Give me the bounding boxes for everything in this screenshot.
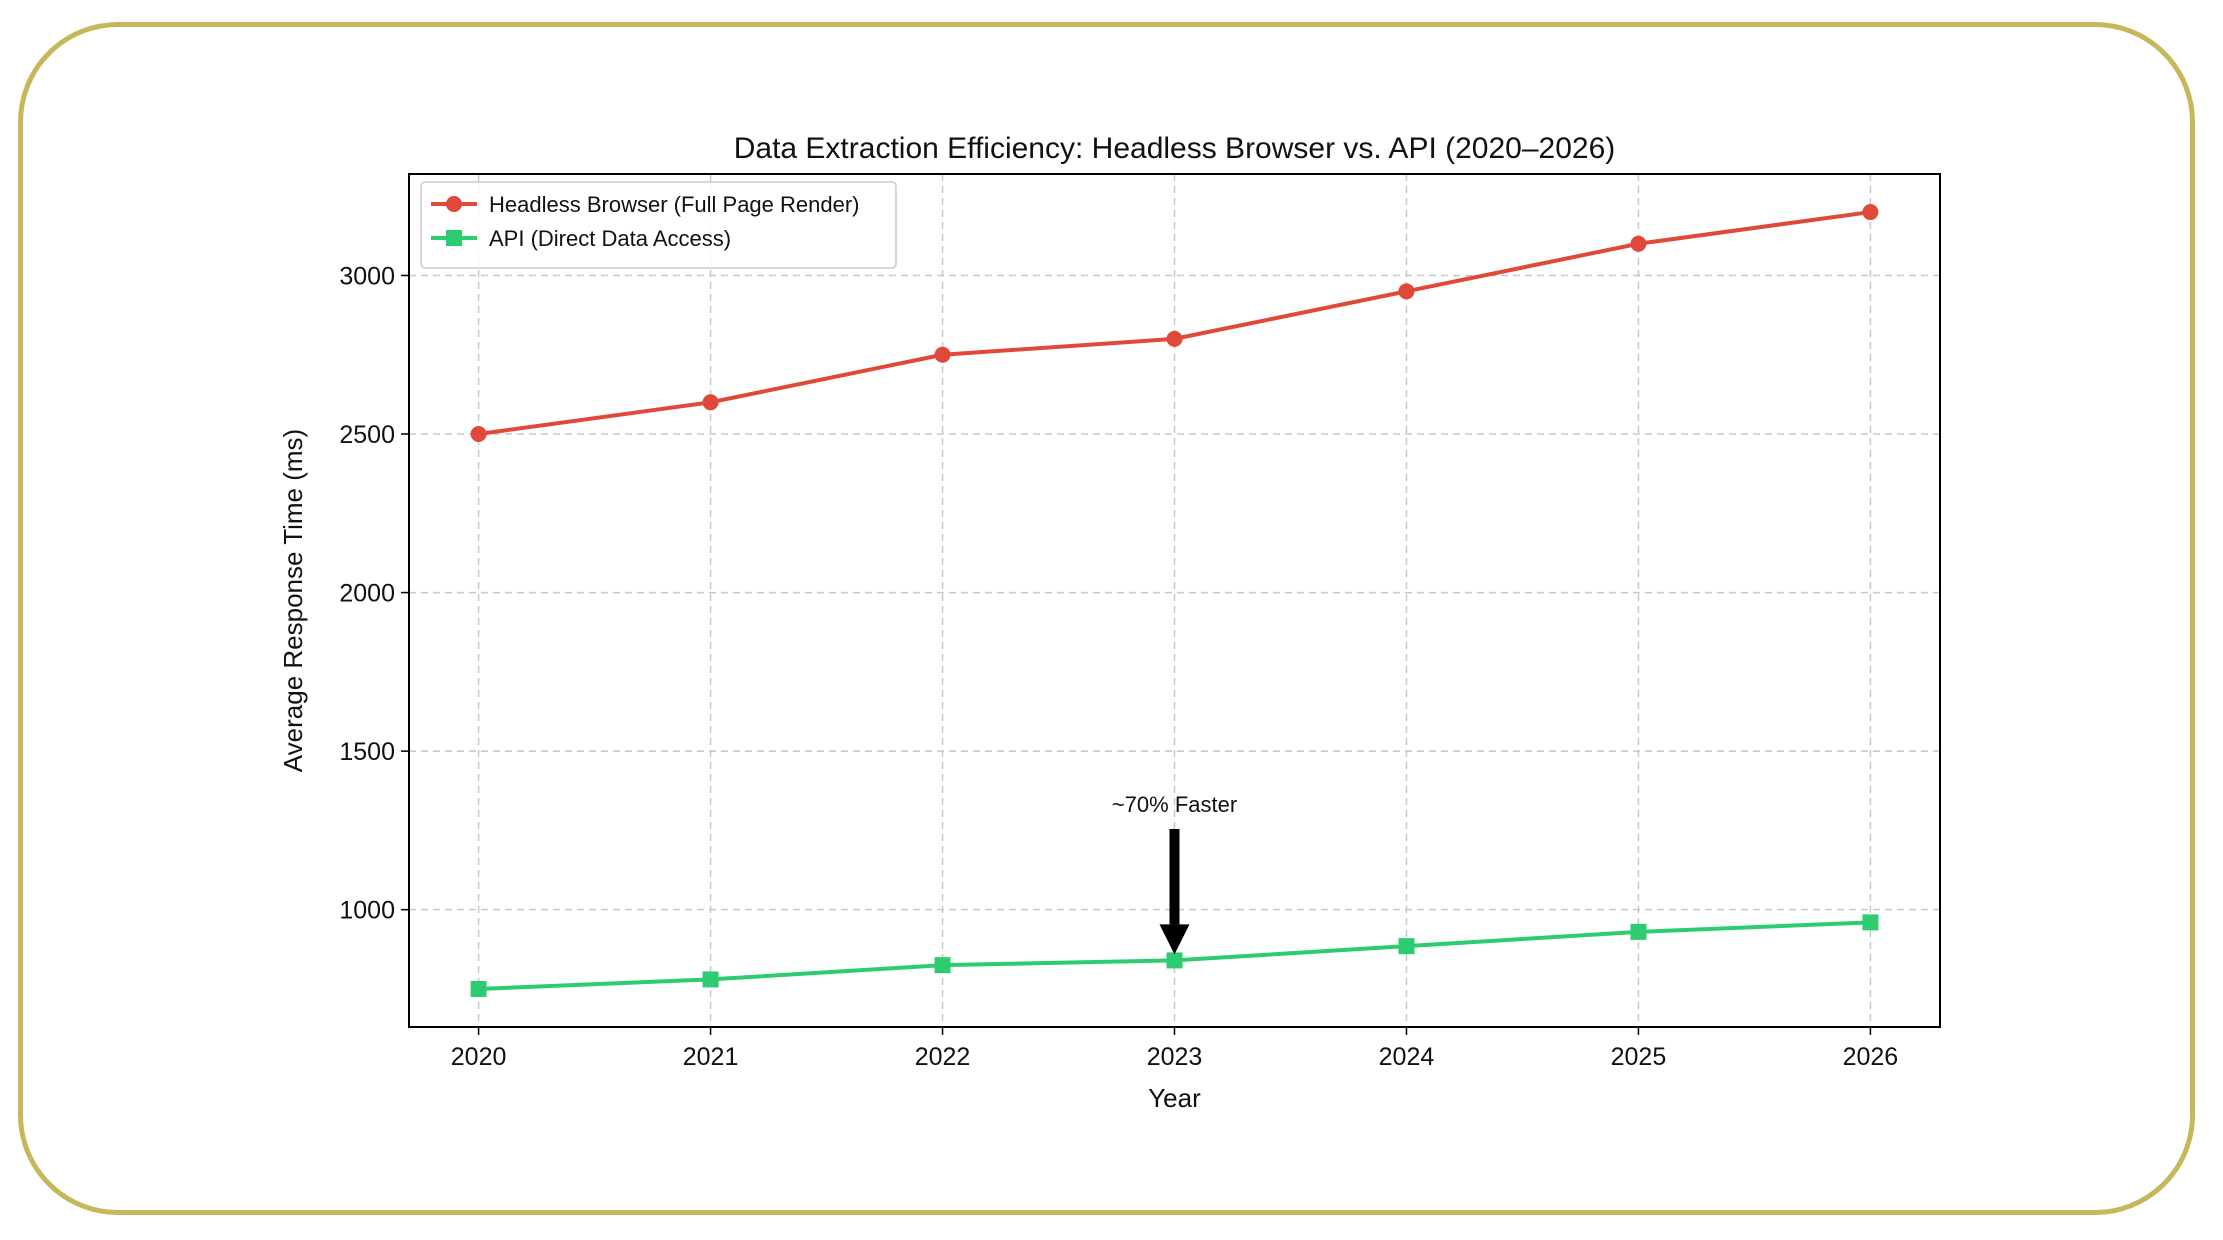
x-tick-label: 2024: [1379, 1043, 1435, 1071]
y-tick-label: 1500: [339, 738, 395, 766]
legend-swatch-marker: [446, 230, 462, 246]
y-axis-label: Average Response Time (ms): [278, 429, 308, 772]
annotation-text: ~70% Faster: [1112, 792, 1237, 817]
data-point-square: [1166, 952, 1183, 969]
annotation-arrow-head: [1159, 924, 1190, 955]
annotation-layer: ~70% Faster: [1112, 792, 1237, 955]
data-point-circle: [1166, 330, 1183, 347]
x-axis-label: Year: [1148, 1083, 1201, 1113]
data-point-circle: [470, 426, 487, 443]
legend-box: [420, 181, 897, 269]
legend: Headless Browser (Full Page Render) API (…: [420, 181, 897, 269]
ticks-layer: 2020 2021 2022 2023 2024 2025 2026 1000 1500 2000…: [339, 262, 1898, 1071]
annotation-arrow-shaft: [1169, 829, 1180, 925]
data-point-square: [1862, 914, 1879, 931]
legend-label: API (Direct Data Access): [489, 226, 731, 251]
data-point-circle: [934, 346, 951, 363]
legend-swatch-marker: [446, 196, 462, 212]
data-point-square: [1398, 938, 1415, 955]
chart-frame: [18, 22, 2195, 1215]
data-point-circle: [1630, 235, 1647, 252]
data-point-circle: [1398, 283, 1415, 300]
y-tick-label: 2000: [339, 580, 395, 608]
data-point-circle: [1862, 204, 1879, 221]
chart-title: Data Extraction Efficiency: Headless Bro…: [734, 132, 1616, 165]
x-tick-label: 2023: [1147, 1043, 1203, 1071]
data-point-square: [1630, 923, 1647, 940]
x-tick-label: 2020: [451, 1043, 507, 1071]
series-layer: [470, 204, 1879, 997]
x-tick-label: 2022: [915, 1043, 971, 1071]
data-point-square: [470, 980, 487, 997]
y-tick-label: 3000: [339, 262, 395, 290]
data-point-circle: [702, 394, 719, 411]
data-point-square: [702, 971, 719, 988]
y-tick-label: 2500: [339, 421, 395, 449]
y-tick-label: 1000: [339, 897, 395, 925]
data-point-square: [934, 957, 951, 974]
grid: [409, 174, 1940, 1027]
x-tick-label: 2021: [683, 1043, 739, 1071]
legend-label: Headless Browser (Full Page Render): [489, 192, 860, 217]
x-tick-label: 2026: [1843, 1043, 1899, 1071]
x-tick-label: 2025: [1611, 1043, 1667, 1071]
